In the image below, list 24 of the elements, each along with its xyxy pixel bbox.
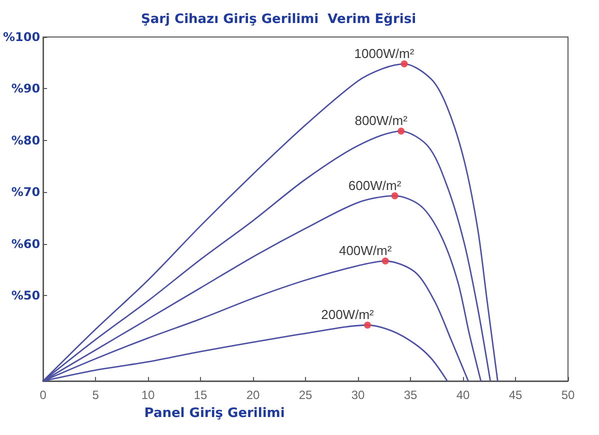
- x-axis-title: Panel Giriş Gerilimi: [144, 406, 285, 421]
- x-tick-label: 30: [351, 388, 366, 402]
- y-tick-label: %80: [11, 133, 40, 148]
- x-tick-label: 5: [92, 388, 100, 402]
- x-tick-label: 15: [194, 388, 208, 402]
- y-tick-label: %70: [11, 185, 40, 200]
- y-tick-label: %100: [2, 30, 40, 44]
- series-label: 800W/m²: [354, 113, 408, 128]
- series-label: 400W/m²: [338, 242, 392, 258]
- y-tick-label: %50: [11, 288, 40, 303]
- y-tick-label: %90: [11, 82, 40, 96]
- series-label: 1000W/m²: [354, 46, 415, 61]
- x-tick-label: 25: [298, 388, 313, 402]
- x-tick-label: 50: [561, 388, 575, 402]
- x-tick-label: 10: [141, 388, 156, 402]
- series-label: 600W/m²: [348, 178, 402, 193]
- x-tick-label: 45: [508, 388, 522, 402]
- chart-title: Şarj Cihazı Giriş Gerilimi Verim Eğrisi: [141, 12, 416, 27]
- x-tick-label: 40: [456, 388, 470, 402]
- y-tick-label: %60: [11, 236, 40, 251]
- x-tick-label: 0: [40, 388, 47, 402]
- x-tick-label: 35: [404, 388, 418, 402]
- series-label: 200W/m²: [321, 307, 375, 322]
- x-tick-label: 20: [246, 388, 260, 402]
